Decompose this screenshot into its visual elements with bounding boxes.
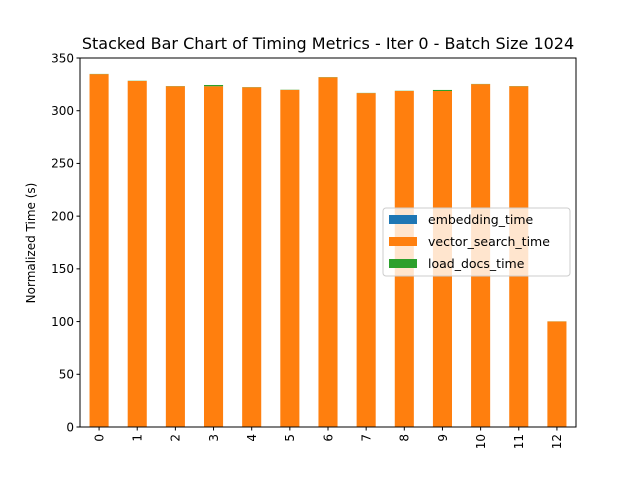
bar-load_docs_time-3 — [204, 84, 224, 87]
y-tick-label: 200 — [51, 209, 74, 223]
bar-load_docs_time-9 — [432, 89, 452, 91]
x-tick-label: 7 — [359, 434, 373, 442]
x-tick-label: 12 — [550, 434, 564, 449]
x-tick-label: 9 — [436, 434, 450, 442]
x-tick-label: 2 — [169, 434, 183, 442]
legend-swatch-load_docs_time — [389, 259, 417, 268]
y-tick-label: 250 — [51, 157, 74, 171]
y-tick-label: 300 — [51, 104, 74, 118]
y-tick-label: 0 — [66, 420, 74, 434]
legend-swatch-embedding_time — [389, 215, 417, 224]
bar-vector_search_time-2 — [165, 86, 185, 427]
x-tick-label: 0 — [92, 434, 106, 442]
y-tick-label: 350 — [51, 51, 74, 65]
bar-vector_search_time-6 — [318, 77, 338, 427]
y-tick-label: 150 — [51, 262, 74, 276]
x-tick-label: 8 — [398, 434, 412, 442]
bar-vector_search_time-5 — [280, 89, 300, 427]
x-tick-label: 10 — [474, 434, 488, 449]
bar-vector_search_time-7 — [356, 93, 376, 427]
bar-vector_search_time-12 — [547, 321, 567, 427]
legend: embedding_time vector_search_time load_doc… — [382, 207, 571, 277]
legend-label-embedding_time: embedding_time — [428, 212, 533, 227]
x-tick-label: 4 — [245, 434, 259, 442]
legend-box — [382, 207, 571, 277]
bar-vector_search_time-1 — [127, 80, 147, 427]
x-tick-label: 3 — [207, 434, 221, 442]
chart-title: Stacked Bar Chart of Timing Metrics - It… — [82, 34, 574, 53]
y-tick-label: 50 — [59, 368, 74, 382]
bar-vector_search_time-3 — [204, 86, 224, 427]
x-tick-label: 5 — [283, 434, 297, 442]
x-tick-label: 11 — [512, 434, 526, 449]
y-axis-label: Normalized Time (s) — [24, 183, 38, 304]
bar-vector_search_time-4 — [242, 87, 262, 427]
legend-swatch-vector_search_time — [389, 237, 417, 246]
legend-label-vector_search_time: vector_search_time — [428, 234, 550, 249]
legend-label-load_docs_time: load_docs_time — [428, 256, 525, 271]
y-tick-label: 100 — [51, 315, 74, 329]
x-tick-label: 6 — [321, 434, 335, 442]
bar-vector_search_time-0 — [89, 74, 109, 427]
x-tick-label: 1 — [131, 434, 145, 442]
